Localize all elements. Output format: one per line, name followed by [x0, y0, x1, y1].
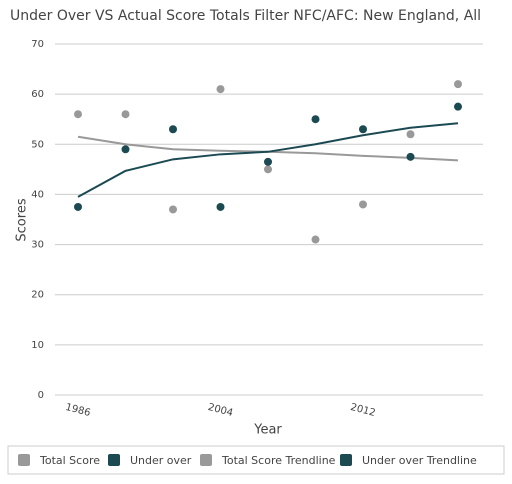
point	[359, 125, 367, 134]
legend-swatch	[108, 454, 120, 466]
legend-label: Under over Trendline	[362, 454, 477, 467]
legend-label: Total Score	[39, 454, 100, 467]
legend-swatch	[200, 454, 212, 466]
point	[169, 125, 177, 134]
legend-label: Total Score Trendline	[221, 454, 336, 467]
point	[216, 202, 225, 211]
y-tick-label: 10	[31, 340, 44, 351]
point	[454, 102, 462, 111]
y-tick-label: 0	[38, 390, 44, 401]
legend-box	[7, 445, 505, 475]
x-tick-label: 1986	[64, 402, 91, 419]
point	[169, 205, 177, 214]
y-tick-label: 20	[31, 290, 44, 301]
y-tick-label: 40	[31, 189, 44, 200]
x-axis-label: Year	[253, 423, 282, 438]
point	[121, 145, 130, 154]
point	[454, 80, 462, 89]
point	[121, 110, 130, 119]
point	[74, 110, 82, 119]
point	[311, 235, 320, 244]
point	[74, 202, 82, 211]
trend-line	[77, 122, 459, 198]
y-tick-label: 60	[31, 89, 44, 100]
y-tick-label: 50	[31, 139, 44, 150]
legend-swatch	[340, 454, 352, 466]
point	[406, 152, 415, 161]
x-tick-label: 2012	[349, 402, 376, 419]
y-tick-label: 70	[31, 39, 44, 50]
point	[264, 157, 272, 166]
legend-swatch	[18, 454, 30, 466]
point	[264, 165, 272, 174]
point	[406, 130, 415, 139]
y-tick-label: 30	[31, 240, 44, 251]
point	[359, 200, 367, 209]
x-tick-label: 2004	[207, 402, 234, 419]
point	[311, 115, 320, 124]
y-axis-label: Scores	[15, 198, 30, 241]
trend-line	[77, 135, 459, 162]
chart-title: Under Over VS Actual Score Totals Filter…	[10, 8, 481, 24]
legend-label: Under over	[130, 454, 192, 467]
point	[216, 85, 225, 94]
